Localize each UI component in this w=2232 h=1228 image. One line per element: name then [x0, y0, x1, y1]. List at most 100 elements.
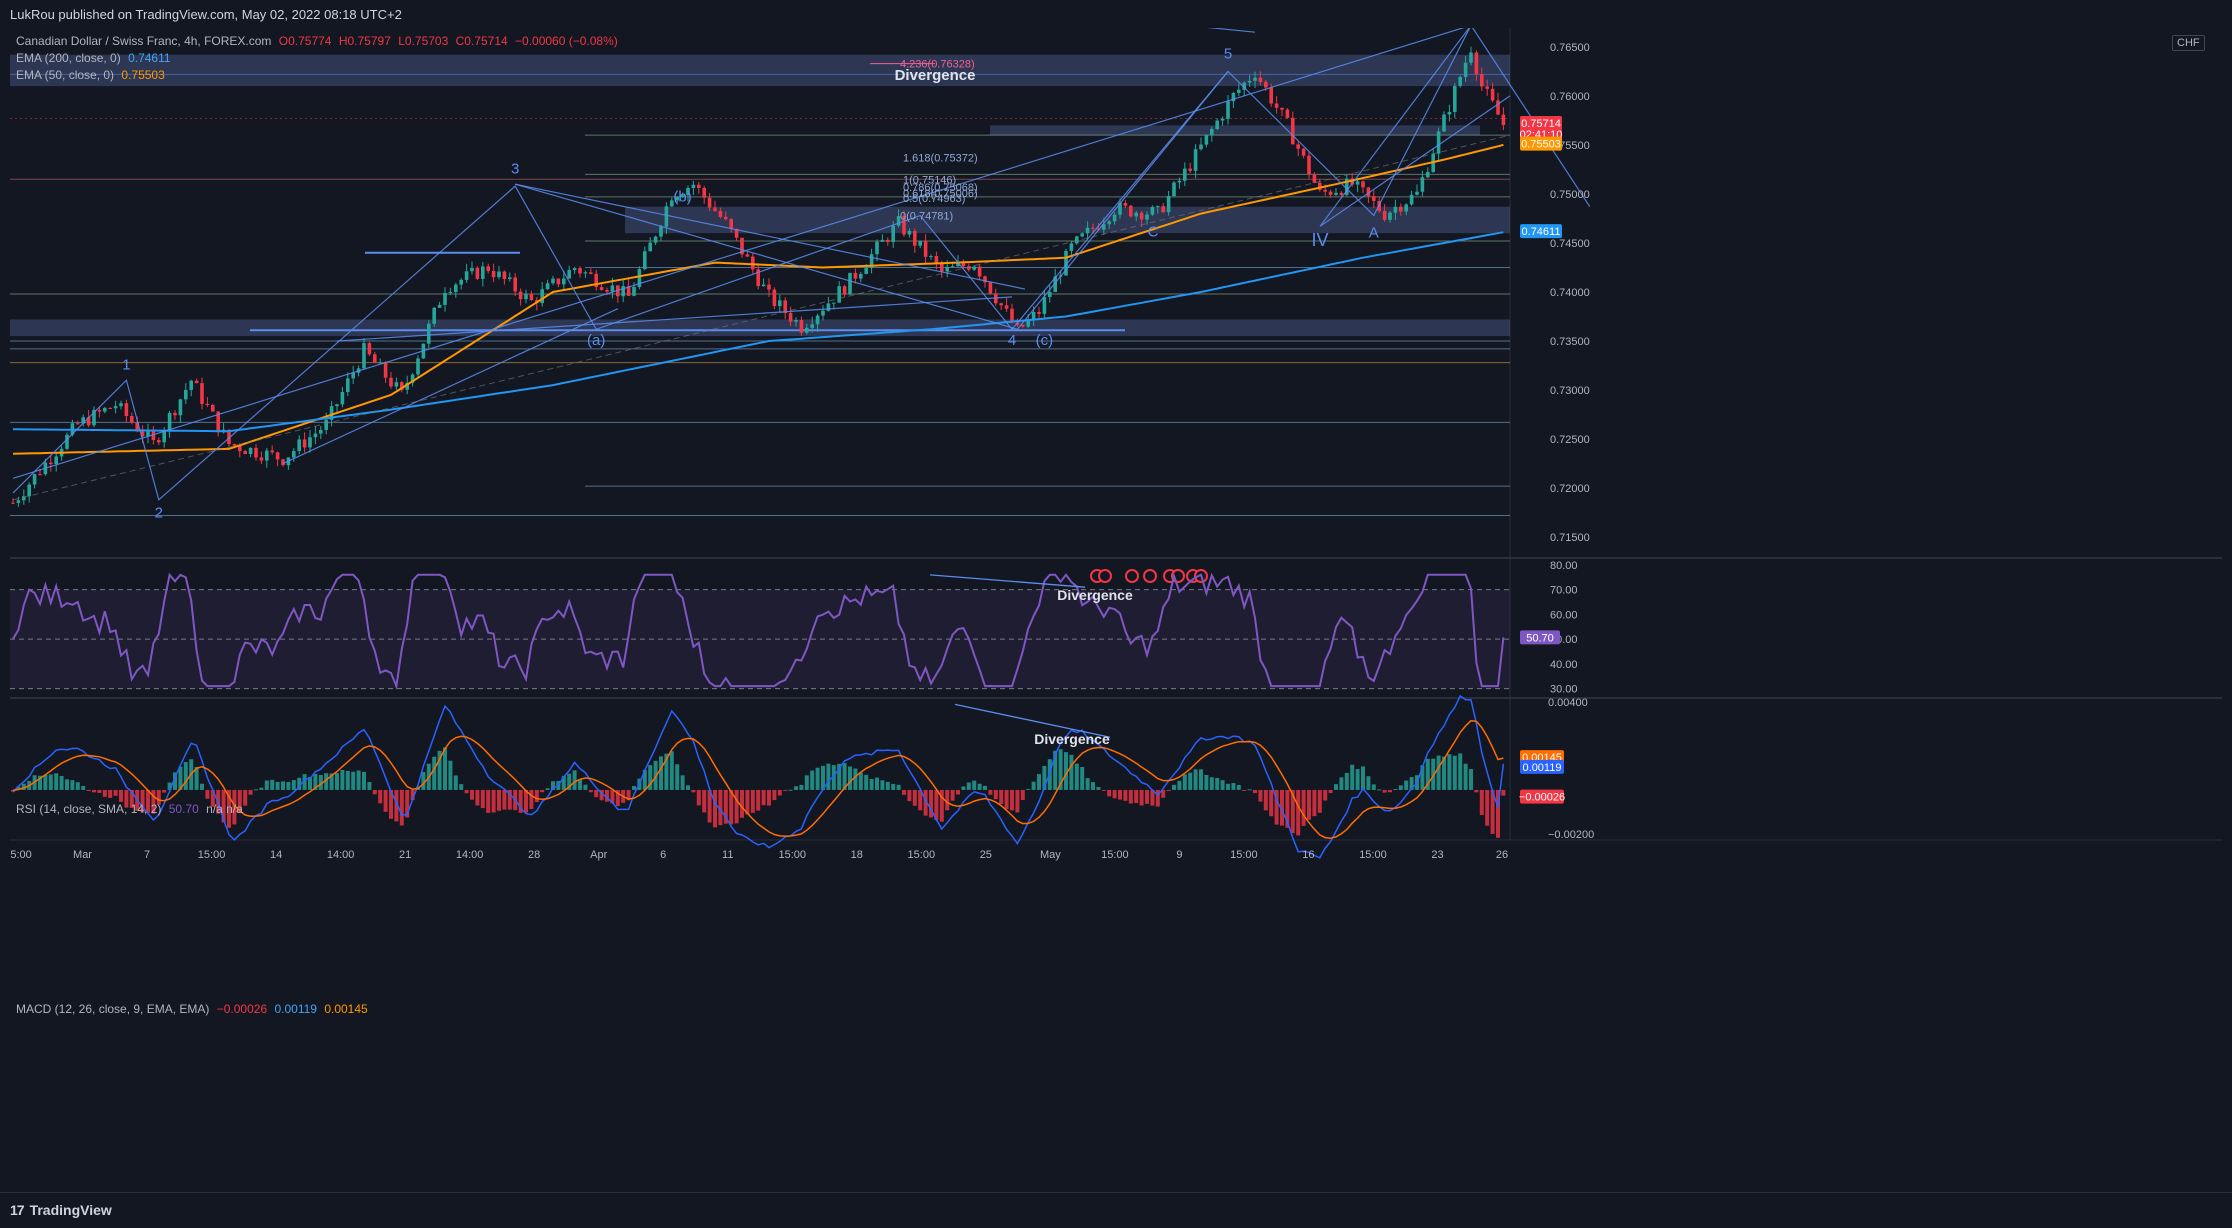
time-tick-label: 11	[722, 849, 733, 861]
macd-hist-bar	[108, 789, 113, 798]
candle-body	[1415, 191, 1419, 195]
candle-body	[1404, 204, 1408, 212]
macd-divergence-line	[954, 703, 1111, 738]
symbol-title[interactable]: Canadian Dollar / Swiss Franc, 4h, FOREX…	[16, 34, 272, 48]
macd-hist-bar	[221, 789, 226, 823]
candle-body	[205, 403, 210, 406]
time-tick-label: 15:00	[778, 849, 806, 861]
economic-event-icon	[1098, 569, 1112, 583]
currency-badge: CHF	[2172, 35, 2205, 51]
candle-body	[891, 225, 895, 242]
candle-body	[475, 267, 480, 279]
candle-body	[1274, 103, 1279, 108]
time-tick-label: Apr	[590, 849, 607, 861]
wave-label: 5	[1224, 46, 1232, 63]
macd-hist-bar	[1501, 789, 1506, 796]
price-tick-label: 0.73500	[1550, 336, 1590, 348]
candle-body	[1280, 107, 1284, 110]
rsi-legend[interactable]: RSI (14, close, SMA, 14, 2) 50.70 n/a n/…	[16, 802, 247, 816]
candle-body	[713, 207, 717, 211]
price-tick-label: 0.75000	[1550, 189, 1590, 201]
macd-hist-bar	[281, 781, 285, 790]
candle-body	[470, 267, 474, 272]
macd-hist-bar	[119, 789, 123, 802]
macd-hist-bar	[524, 789, 528, 813]
candle-body	[1075, 236, 1079, 244]
macd-legend[interactable]: MACD (12, 26, close, 9, EMA, EMA) −0.000…	[16, 1002, 372, 1016]
candle-body	[880, 239, 885, 242]
candle-body	[254, 447, 258, 458]
candle-body	[383, 362, 388, 378]
macd-hist-bar	[1182, 774, 1187, 790]
candle-body	[1318, 182, 1322, 190]
candle-body	[113, 406, 118, 409]
candle-body	[162, 430, 166, 443]
chart-svg[interactable]: 123(a)(b)4(c)5ABCIIIIVDivergence4.236(0.…	[10, 28, 2222, 1190]
candle-body	[637, 269, 642, 288]
candle-body	[1134, 212, 1138, 217]
macd-hist-bar	[783, 789, 788, 791]
candle-body	[22, 496, 26, 501]
ema50-legend[interactable]: EMA (50, close, 0) 0.75503	[16, 68, 169, 82]
macd-hist-bar	[1058, 749, 1063, 790]
macd-hist-bar	[1080, 766, 1085, 790]
candle-body	[1350, 178, 1354, 185]
candle-body	[545, 283, 550, 290]
macd-hist-bar	[1388, 789, 1392, 793]
macd-hist-bar	[1199, 769, 1203, 790]
macd-hist-bar	[605, 789, 609, 802]
candle-body	[848, 272, 852, 295]
macd-hist-bar	[156, 789, 161, 805]
macd-hist-bar	[1339, 777, 1344, 790]
candle-body	[772, 289, 777, 307]
top-bar: LukRou published on TradingView.com, May…	[0, 0, 2232, 28]
tradingview-brand[interactable]: 17 TradingView	[10, 1202, 112, 1218]
macd-hist-bar	[1134, 789, 1139, 804]
fib-level-label: 1(0.75146)	[903, 174, 956, 186]
candle-body	[1139, 212, 1144, 220]
candle-body	[1463, 62, 1468, 77]
macd-hist-bar	[92, 789, 96, 793]
macd-hist-bar	[1263, 789, 1268, 811]
price-label-box	[1520, 136, 1562, 151]
macd-hist-bar	[1150, 789, 1155, 806]
macd-hist-bar	[680, 775, 685, 790]
macd-label-box	[1520, 789, 1564, 804]
macd-hist-bar	[113, 789, 118, 796]
macd-hist-bar	[1496, 789, 1500, 838]
candle-body	[740, 237, 744, 255]
candle-body	[767, 284, 771, 290]
macd-hist-bar	[275, 781, 280, 790]
macd-hist-bar	[653, 760, 658, 790]
macd-hist-bar	[1161, 789, 1166, 798]
candle-body	[1469, 52, 1473, 63]
ema200-legend[interactable]: EMA (200, close, 0) 0.74611	[16, 51, 175, 65]
candle-body	[761, 284, 766, 287]
time-tick-label: 28	[528, 849, 540, 861]
macd-hist-bar	[1226, 783, 1230, 790]
candle-body	[529, 293, 534, 301]
macd-hist-bar	[1344, 772, 1349, 790]
macd-histogram-group	[11, 747, 1506, 838]
candle-body	[1301, 148, 1306, 156]
candles-group	[11, 46, 1506, 507]
chart-area[interactable]: 123(a)(b)4(c)5ABCIIIIVDivergence4.236(0.…	[10, 28, 2222, 1190]
macd-hist-bar	[972, 780, 977, 790]
macd-hist-bar	[815, 767, 820, 790]
price-tick-label: 0.71500	[1550, 532, 1590, 544]
macd-hist-bar	[648, 765, 653, 790]
macd-hist-bar	[1096, 786, 1101, 790]
macd-hist-bar	[1393, 789, 1398, 791]
macd-hist-bar	[324, 773, 329, 790]
macd-hist-bar	[750, 789, 755, 813]
macd-hist-bar	[1307, 789, 1311, 820]
candle-body	[427, 323, 431, 344]
macd-hist-bar	[1452, 755, 1457, 790]
macd-hist-bar	[259, 787, 264, 790]
candle-body	[675, 197, 679, 201]
time-tick-label: 7	[144, 849, 150, 861]
candle-body	[967, 266, 971, 270]
wave-line	[515, 183, 1018, 330]
candle-body	[869, 254, 874, 268]
macd-hist-bar	[794, 786, 798, 790]
